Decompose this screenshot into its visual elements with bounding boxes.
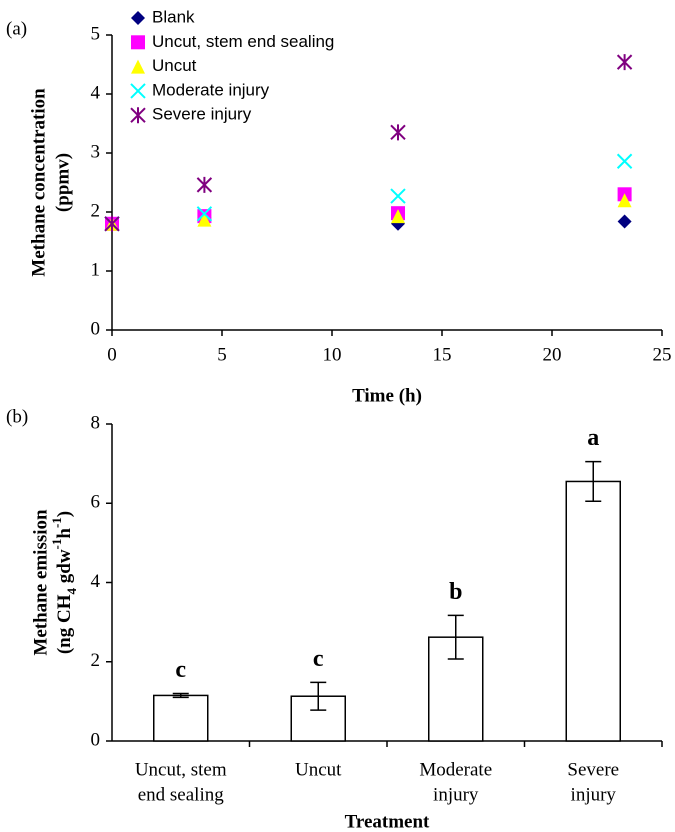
legend: Blank Uncut, stem end sealing Uncut Moderat… [130,7,334,124]
x-tick-label: 20 [543,344,562,365]
y-tick-label: 0 [91,729,101,750]
panel-label: (b) [6,406,28,427]
x-axis-title: Treatment [345,811,430,832]
legend-label: Uncut, stem end sealing [152,32,334,51]
x-tick-label: Uncut [295,759,342,780]
x-tick-label: 25 [653,344,672,365]
y-axis-title-part: h [54,528,75,539]
legend-label: Moderate injury [152,80,270,99]
marker [616,54,633,71]
x-tick-label: Moderate [419,759,492,780]
error-bar [172,692,189,699]
y-axis-title: (ppmv) [52,153,73,212]
marker [130,83,146,99]
significance-letter: c [313,646,324,672]
x-tick-label: 10 [323,344,342,365]
marker [131,59,145,74]
y-tick-label: 2 [91,200,101,221]
marker [391,209,405,224]
y-axis-title-part: (ng CH [54,594,75,654]
x-axis-title: Time (h) [352,385,422,406]
marker [616,153,633,169]
y-tick-label: 2 [91,650,101,671]
legend-label: Blank [152,7,195,26]
panel-label: (a) [6,18,27,39]
x-tick-label: 5 [217,344,227,365]
bar [565,480,621,742]
y-axis-title: Methane emission [30,509,51,656]
x-tick-label: end sealing [138,784,225,805]
bar [153,694,209,742]
significance-letter: c [175,657,186,683]
x-tick-label: Uncut, stem [135,759,227,780]
error-bar [447,614,464,660]
y-tick-label: 4 [91,82,101,103]
y-axis-title-part: -1 [49,517,64,528]
error-bar [310,681,327,711]
y-axis-title-part: gdw [54,549,75,588]
x-tick-label: 15 [433,344,452,365]
marker [104,215,120,232]
marker [197,212,212,227]
y-tick-label: 6 [91,492,101,513]
significance-letter: b [449,579,462,605]
marker [617,214,632,229]
plot-area [104,54,633,232]
marker [130,107,146,124]
y-axis-title-part: 4 [64,587,79,594]
marker [617,193,632,208]
y-tick-label: 1 [91,259,101,280]
x-tick-label: Severe [567,759,619,780]
y-tick-label: 5 [91,23,101,44]
marker [390,124,406,141]
legend-label: Severe injury [152,105,252,124]
x-tick-label: injury [433,784,479,805]
y-tick-label: 3 [91,141,101,162]
marker [390,188,406,204]
y-tick-label: 0 [91,318,101,339]
y-axis-title-part: -1 [49,539,64,550]
x-tick-label: 0 [107,344,117,365]
marker [196,176,213,193]
marker [131,11,145,25]
error-bar [585,460,602,503]
x-tick-label: injury [571,784,617,805]
y-axis-title: (ng CH4 gdw-1h-1) [49,511,79,654]
y-tick-label: 4 [91,571,101,592]
marker [196,206,213,222]
legend-label: Uncut [152,56,197,75]
y-axis-title-part: ) [54,511,75,517]
y-tick-label: 8 [91,412,101,433]
significance-letter: a [587,425,599,451]
marker [131,35,145,50]
y-axis-title: Methane concentration [28,88,49,277]
